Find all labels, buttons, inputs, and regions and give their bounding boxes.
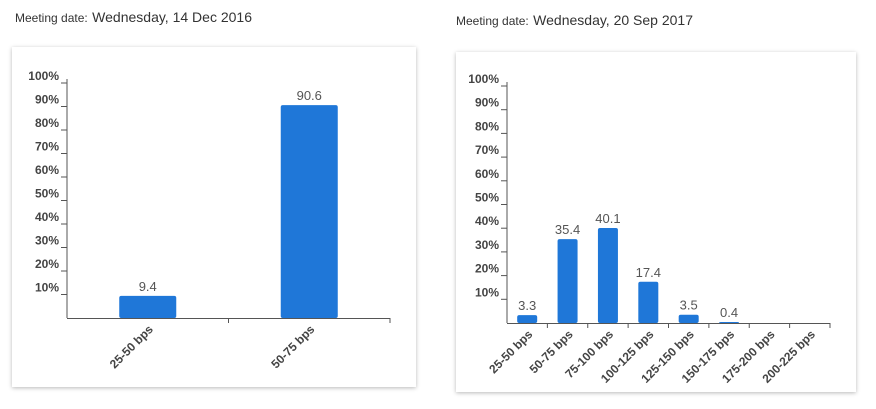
y-tick-label: 80% xyxy=(475,119,499,133)
x-category-label: 25-50 bps xyxy=(107,322,156,371)
y-tick-label: 100% xyxy=(28,69,59,83)
data-label: 3.3 xyxy=(518,298,536,313)
y-tick-label: 70% xyxy=(475,143,499,157)
y-tick-label: 50% xyxy=(35,187,59,201)
data-label: 3.5 xyxy=(680,298,698,313)
y-tick-label: 10% xyxy=(475,285,499,299)
data-label: 17.4 xyxy=(636,265,661,280)
y-tick-label: 40% xyxy=(475,214,499,228)
chart-card: 10% 20% 30% 40% 50% 60% 70% 80% 90% 100% 3.3 25-50 … xyxy=(456,52,856,392)
y-tick-label: 90% xyxy=(35,93,59,107)
y-tick-label: 70% xyxy=(35,140,59,154)
meeting-date-label: Meeting date: xyxy=(456,14,529,28)
bar xyxy=(557,239,578,323)
y-tick-label: 100% xyxy=(468,72,499,86)
data-label: 9.4 xyxy=(139,279,157,294)
meeting-date-label: Meeting date: xyxy=(15,11,88,25)
y-tick-label: 50% xyxy=(475,191,499,205)
chart-card: 10% 20% 30% 40% 50% 60% 70% 80% 90% 100% 9.4 25-50 … xyxy=(12,47,416,387)
y-tick-label: 60% xyxy=(35,163,59,177)
bar xyxy=(638,281,659,323)
bar xyxy=(517,315,538,323)
meeting-date-value: Wednesday, 20 Sep 2017 xyxy=(533,12,693,28)
y-tick-label: 40% xyxy=(35,210,59,224)
bar xyxy=(719,322,740,323)
bar xyxy=(597,227,618,323)
data-label: 90.6 xyxy=(297,88,322,103)
meeting-date-line: Meeting date: Wednesday, 14 Dec 2016 xyxy=(15,9,252,27)
y-tick-label: 10% xyxy=(35,281,59,295)
x-category-label: 50-75 bps xyxy=(268,322,317,371)
y-tick-label: 60% xyxy=(475,167,499,181)
y-tick-label: 20% xyxy=(35,257,59,271)
bar-chart: 10%20%30%40%50%60%70%80%90%100%3.325-50 … xyxy=(468,72,831,386)
y-tick-label: 20% xyxy=(475,262,499,276)
bar xyxy=(678,314,699,323)
data-label: 40.1 xyxy=(595,211,620,226)
y-tick-label: 80% xyxy=(35,116,59,130)
data-label: 0.4 xyxy=(720,305,738,320)
bar xyxy=(119,295,177,318)
y-tick-label: 90% xyxy=(475,96,499,110)
y-tick-label: 30% xyxy=(35,234,59,248)
meeting-date-line: Meeting date: Wednesday, 20 Sep 2017 xyxy=(456,12,693,30)
y-tick-label: 30% xyxy=(475,238,499,252)
data-label: 35.4 xyxy=(555,222,580,237)
meeting-date-value: Wednesday, 14 Dec 2016 xyxy=(92,9,252,25)
bar xyxy=(280,105,338,318)
bar-chart: 10% 20% 30% 40% 50% 60% 70% 80% 90% 100% 9.4 25-50 … xyxy=(28,69,391,371)
